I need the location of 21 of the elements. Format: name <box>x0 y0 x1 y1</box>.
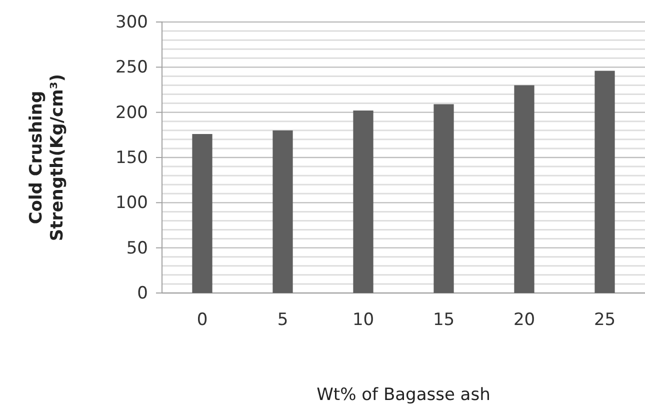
bar <box>434 104 454 293</box>
bar <box>272 130 293 293</box>
bar <box>514 85 534 293</box>
y-tick-label: 50 <box>126 238 148 258</box>
x-axis-title: Wt% of Bagasse ash <box>316 385 490 405</box>
x-tick-label: 0 <box>196 310 208 330</box>
x-tick-label: 20 <box>513 310 536 330</box>
x-tick-label: 15 <box>432 310 455 330</box>
bar <box>192 134 212 293</box>
y-tick-label: 250 <box>116 58 148 78</box>
y-tick-label: 150 <box>116 148 148 168</box>
y-tick-label: 200 <box>116 102 148 123</box>
x-tick-label: 10 <box>352 310 374 330</box>
x-tick-label: 25 <box>594 310 616 330</box>
bar <box>594 70 615 293</box>
x-tick-label: 5 <box>277 310 288 330</box>
y-axis-title: Cold Crushing Strength(Kg/cm³) <box>26 74 68 242</box>
bar <box>353 110 374 293</box>
y-tick-label: 300 <box>116 12 148 32</box>
y-tick-label: 0 <box>137 283 148 304</box>
y-tick-label: 100 <box>116 193 148 214</box>
